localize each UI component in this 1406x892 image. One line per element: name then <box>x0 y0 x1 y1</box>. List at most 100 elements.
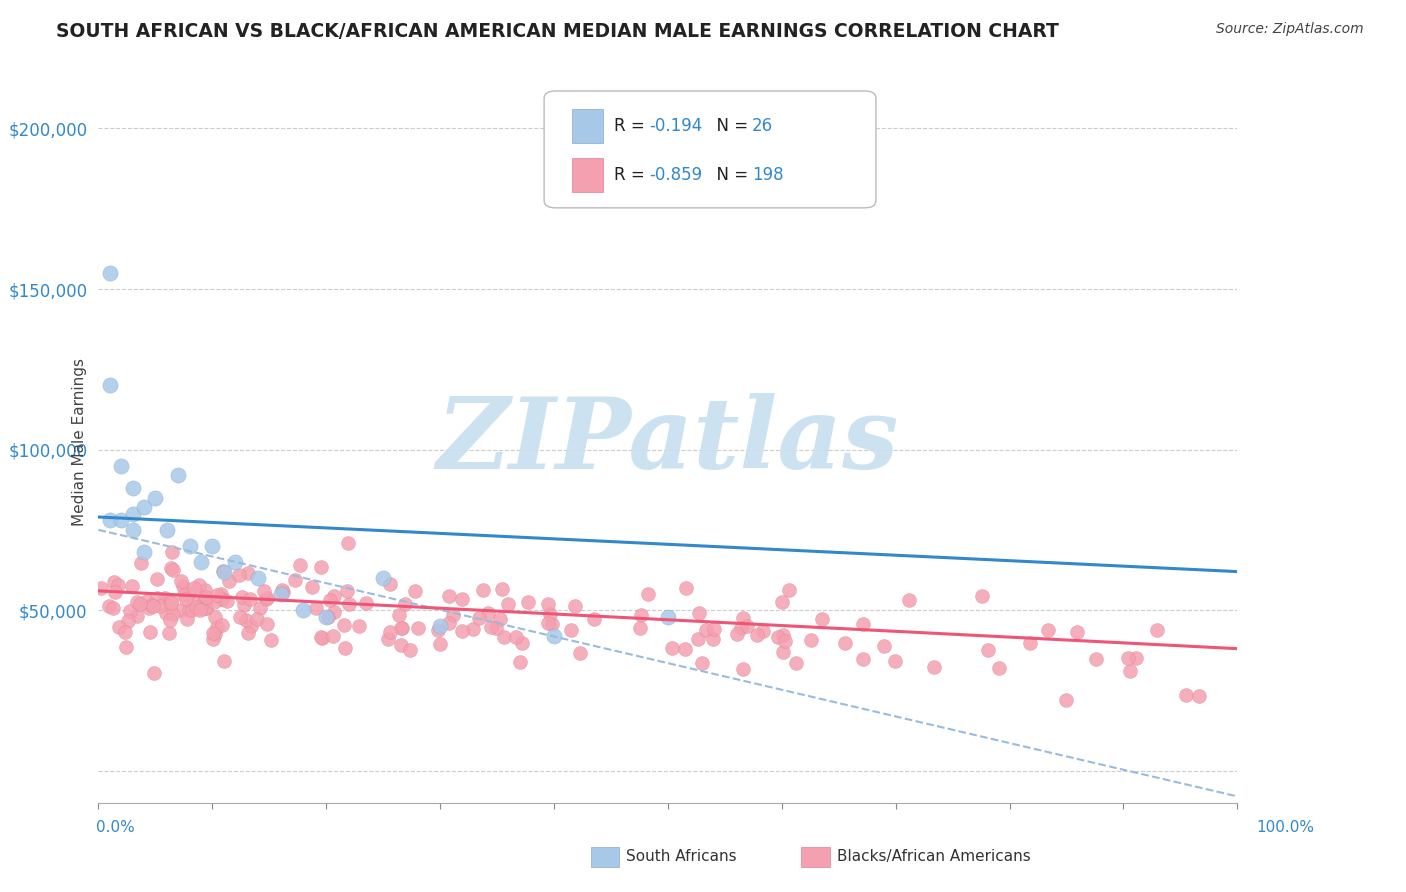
Point <box>114 624 136 639</box>
Point <box>204 610 226 624</box>
Point <box>127 595 149 609</box>
Point <box>179 586 201 600</box>
Point <box>114 640 136 654</box>
Point <box>404 584 426 599</box>
Point <box>773 634 796 648</box>
Point <box>560 623 582 637</box>
Point <box>489 612 512 626</box>
Text: 0.0%: 0.0% <box>96 821 135 835</box>
Text: 198: 198 <box>752 166 783 184</box>
Point <box>110 513 132 527</box>
Point <box>202 626 225 640</box>
Point <box>337 536 360 550</box>
Point <box>249 600 271 615</box>
Point <box>703 622 725 636</box>
Point <box>378 624 401 639</box>
Point <box>675 581 697 595</box>
Point <box>202 594 225 608</box>
Point <box>146 572 169 586</box>
Point <box>108 619 131 633</box>
Point <box>872 640 894 654</box>
Point <box>98 266 121 280</box>
Point <box>207 588 229 602</box>
Point <box>517 595 540 609</box>
Point <box>538 607 561 621</box>
Point <box>380 577 402 591</box>
Text: N =: N = <box>706 166 754 184</box>
Point <box>270 587 292 601</box>
Point <box>778 583 800 598</box>
Point <box>207 620 229 634</box>
Point <box>145 491 167 505</box>
Text: SOUTH AFRICAN VS BLACK/AFRICAN AMERICAN MEDIAN MALE EARNINGS CORRELATION CHART: SOUTH AFRICAN VS BLACK/AFRICAN AMERICAN … <box>56 22 1059 41</box>
Point <box>468 611 491 625</box>
Point <box>142 665 165 680</box>
Point <box>238 566 260 581</box>
Point <box>110 458 132 473</box>
Point <box>256 591 278 605</box>
Point <box>335 640 357 655</box>
Point <box>186 599 208 614</box>
Point <box>437 615 460 630</box>
Point <box>194 601 217 615</box>
Point <box>183 581 205 595</box>
Point <box>388 608 411 623</box>
Point <box>179 539 201 553</box>
Point <box>399 643 422 657</box>
Point <box>451 591 474 606</box>
Point <box>582 612 605 626</box>
Text: ZIPatlas: ZIPatlas <box>437 393 898 490</box>
Point <box>212 565 235 579</box>
Point <box>731 663 754 677</box>
Point <box>292 603 315 617</box>
Point <box>568 646 591 660</box>
Point <box>121 523 143 537</box>
Text: Blacks/African Americans: Blacks/African Americans <box>837 849 1031 863</box>
Point <box>510 636 533 650</box>
Point <box>118 604 141 618</box>
Point <box>155 606 177 620</box>
Point <box>142 599 165 614</box>
Point <box>246 612 269 626</box>
Text: 26: 26 <box>752 117 773 135</box>
Point <box>121 481 143 495</box>
Point <box>90 581 112 595</box>
Point <box>347 619 370 633</box>
Point <box>661 640 683 655</box>
Point <box>136 594 159 608</box>
Point <box>389 621 412 635</box>
Point <box>505 630 527 644</box>
Point <box>170 574 193 589</box>
Point <box>160 594 183 608</box>
Point <box>149 599 172 614</box>
Point <box>898 592 921 607</box>
Point <box>228 567 250 582</box>
Point <box>564 599 586 614</box>
Point <box>852 616 875 631</box>
Point <box>491 582 513 597</box>
Point <box>180 603 202 617</box>
Point <box>834 636 856 650</box>
Point <box>311 632 333 646</box>
Point <box>315 609 337 624</box>
Point <box>232 599 254 613</box>
Point <box>211 592 233 607</box>
Point <box>271 584 294 599</box>
Point <box>97 599 120 613</box>
Point <box>187 578 209 592</box>
Point <box>673 642 696 657</box>
Point <box>637 587 659 601</box>
Point <box>322 629 344 643</box>
Point <box>156 523 179 537</box>
Point <box>1054 693 1078 707</box>
Point <box>173 588 195 602</box>
Point <box>98 378 121 392</box>
Point <box>747 628 769 642</box>
Point <box>451 624 474 638</box>
Point <box>1174 688 1197 702</box>
Point <box>970 589 993 603</box>
Point <box>727 627 749 641</box>
Point <box>162 607 184 622</box>
Point <box>309 630 332 644</box>
Point <box>188 602 211 616</box>
